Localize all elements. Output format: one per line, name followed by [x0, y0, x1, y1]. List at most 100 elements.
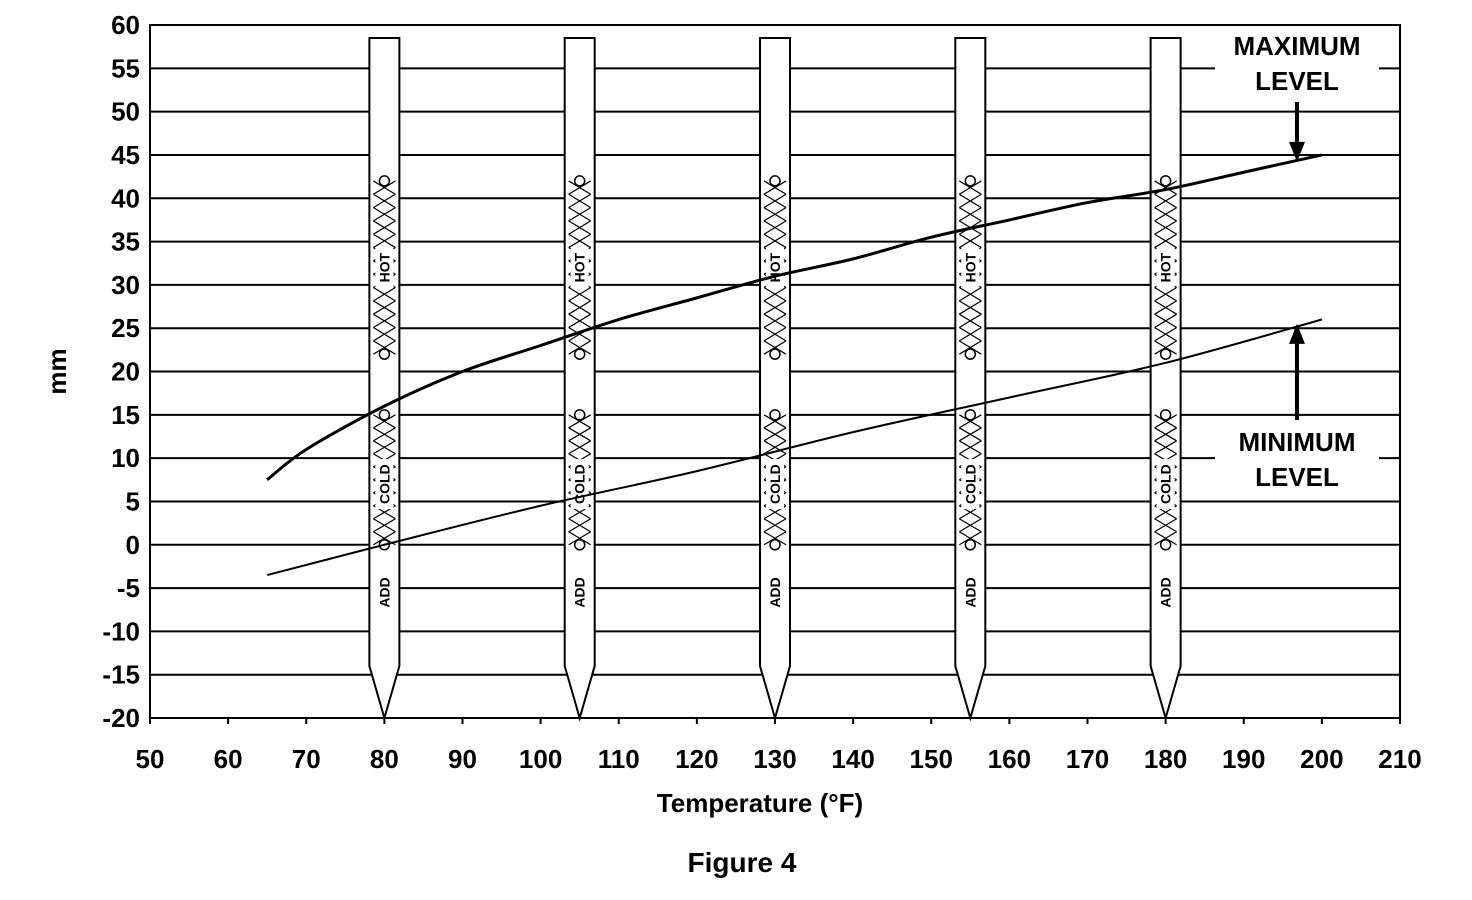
level-label-line: LEVEL	[1255, 66, 1339, 96]
hatch-line	[959, 287, 982, 302]
x-tick-label: 120	[675, 744, 718, 774]
hatch-line	[373, 287, 396, 302]
x-tick-label: 60	[214, 744, 243, 774]
stick-label-backing	[375, 459, 394, 510]
band-top-circle	[378, 409, 391, 421]
hatch-line	[373, 414, 396, 429]
stick-label-backing	[1156, 572, 1175, 612]
hatch-line	[763, 518, 787, 533]
stick-label-cold: COLD	[962, 464, 978, 504]
hatch-line	[763, 531, 787, 546]
hatch-line	[1154, 220, 1177, 235]
dipstick-illustrations: ADD COLD HOT ADD COLD HOT ADD COLD HOT ADD COLD HOT…	[368, 36, 1182, 722]
hatch-line	[763, 414, 787, 429]
hatch-line	[373, 220, 396, 235]
dipstick-body	[563, 36, 596, 722]
stick-label-hot: HOT	[1158, 252, 1174, 282]
x-tick-label: 170	[1066, 744, 1109, 774]
band-bottom-circle	[1159, 539, 1172, 551]
stick-label-cold: COLD	[767, 464, 783, 504]
band-top-circle	[769, 409, 781, 421]
x-tick-label: 90	[448, 744, 477, 774]
hatch-line	[1154, 300, 1177, 315]
band-top-circle	[1159, 175, 1172, 187]
hatch-line	[959, 327, 982, 342]
hatch-line	[1154, 518, 1177, 533]
x-axis-title: Temperature (°F)	[657, 788, 863, 818]
hatch-line	[959, 180, 982, 195]
hatch-line	[763, 180, 787, 195]
level-arrow-head	[1289, 141, 1305, 162]
x-tick-label: 130	[753, 744, 796, 774]
stick-label-backing	[1156, 248, 1175, 288]
y-tick-label: 20	[111, 357, 140, 387]
hatch-line	[763, 233, 787, 249]
dipstick-155: ADD COLD HOT	[954, 36, 987, 722]
hatch-line	[568, 313, 591, 329]
hatch-line	[959, 531, 982, 546]
stick-label-add: ADD	[767, 577, 783, 607]
hatch-line	[568, 300, 591, 315]
hatch-line	[1154, 207, 1177, 222]
x-tick-label: 100	[519, 744, 562, 774]
hatch-line	[373, 327, 396, 342]
hatch-line	[763, 327, 787, 342]
dipstick-80: ADD COLD HOT	[368, 36, 401, 722]
x-tick-label: 200	[1300, 744, 1343, 774]
hatch-line	[959, 233, 982, 249]
band-top-circle	[964, 409, 977, 421]
hatch-line	[1154, 340, 1177, 355]
hatch-line	[568, 518, 591, 533]
hatch-line	[568, 220, 591, 235]
dipstick-body	[759, 36, 791, 722]
hatch-line	[1154, 427, 1177, 442]
stick-label-cold: COLD	[572, 464, 588, 504]
band-bottom-circle	[769, 539, 781, 551]
dipstick-body	[1149, 36, 1182, 722]
band-bottom-circle	[573, 539, 586, 551]
stick-label-backing	[375, 248, 394, 288]
hatch-line	[763, 220, 787, 235]
level-annotations: MAXIMUM LEVEL MINIMUM LEVEL	[1215, 27, 1379, 498]
hatch-line	[959, 193, 982, 209]
hatch-line	[373, 531, 396, 546]
hatch-line	[373, 340, 396, 355]
y-tick-label: -20	[102, 703, 140, 733]
y-tick-label: 35	[111, 227, 140, 257]
band-top-circle	[378, 175, 391, 187]
hatch-line	[1154, 233, 1177, 249]
x-tick-label: 160	[988, 744, 1031, 774]
dipstick-105: ADD COLD HOT	[563, 36, 596, 722]
maximum-level-annotation: MAXIMUM LEVEL	[1215, 27, 1379, 162]
hatch-line	[568, 531, 591, 546]
hatch-line	[568, 180, 591, 195]
y-tick-label: 5	[126, 486, 140, 516]
hatch-line	[373, 207, 396, 222]
band-top-circle	[573, 409, 586, 421]
level-label-line: MAXIMUM	[1233, 31, 1360, 61]
band-bottom-circle	[378, 348, 391, 360]
hatch-line	[1154, 414, 1177, 429]
y-axis-title: mm	[42, 348, 72, 394]
x-tick-label: 210	[1378, 744, 1421, 774]
hatch-line	[1154, 287, 1177, 302]
y-tick-label: -10	[102, 616, 140, 646]
stick-label-backing	[1156, 459, 1175, 510]
x-tick-label: 110	[598, 744, 640, 774]
hatch-line	[373, 300, 396, 315]
hatch-line	[959, 207, 982, 222]
dipstick-body	[368, 36, 401, 722]
band-top-circle	[964, 175, 977, 187]
band-bottom-circle	[769, 348, 781, 360]
hatch-line	[959, 313, 982, 329]
minimum-level-annotation: MINIMUM LEVEL	[1215, 323, 1379, 498]
stick-label-backing	[766, 572, 784, 612]
stick-label-backing	[961, 572, 980, 612]
x-tick-label: 50	[136, 744, 165, 774]
band-bottom-circle	[573, 348, 586, 360]
hatch-line	[1154, 440, 1177, 455]
stick-label-backing	[570, 248, 589, 288]
hatch-line	[959, 440, 982, 455]
hatch-line	[373, 313, 396, 329]
